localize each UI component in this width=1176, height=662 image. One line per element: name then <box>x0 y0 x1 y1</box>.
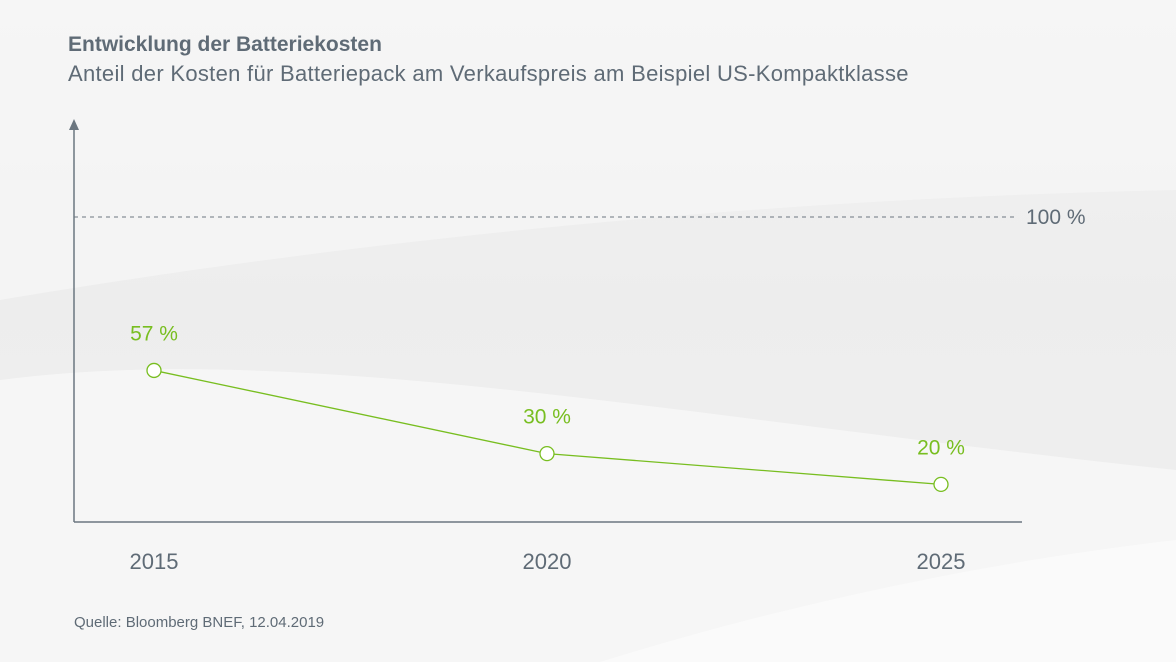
chart-title: Entwicklung der Batteriekosten <box>68 33 382 56</box>
x-tick-label-2020: 2020 <box>523 549 572 574</box>
source-note: Quelle: Bloomberg BNEF, 12.04.2019 <box>74 614 325 631</box>
data-point-2015 <box>146 362 162 379</box>
data-point-2025 <box>933 476 949 493</box>
data-label-2025: 20 % <box>917 436 965 459</box>
data-label-2015: 57 % <box>130 322 178 345</box>
data-point-2020 <box>539 445 555 462</box>
x-tick-label-2015: 2015 <box>130 549 179 574</box>
x-tick-labels: 2015 2020 2025 <box>130 549 966 574</box>
reference-line-label: 100 % <box>1026 206 1086 229</box>
y-axis-arrow <box>69 119 79 130</box>
x-tick-label-2025: 2025 <box>917 549 966 574</box>
chart-subtitle: Anteil der Kosten für Batteriepack am Ve… <box>68 61 909 86</box>
series-group: 57 % 30 % 20 % <box>130 322 965 493</box>
data-label-2020: 30 % <box>523 406 571 429</box>
